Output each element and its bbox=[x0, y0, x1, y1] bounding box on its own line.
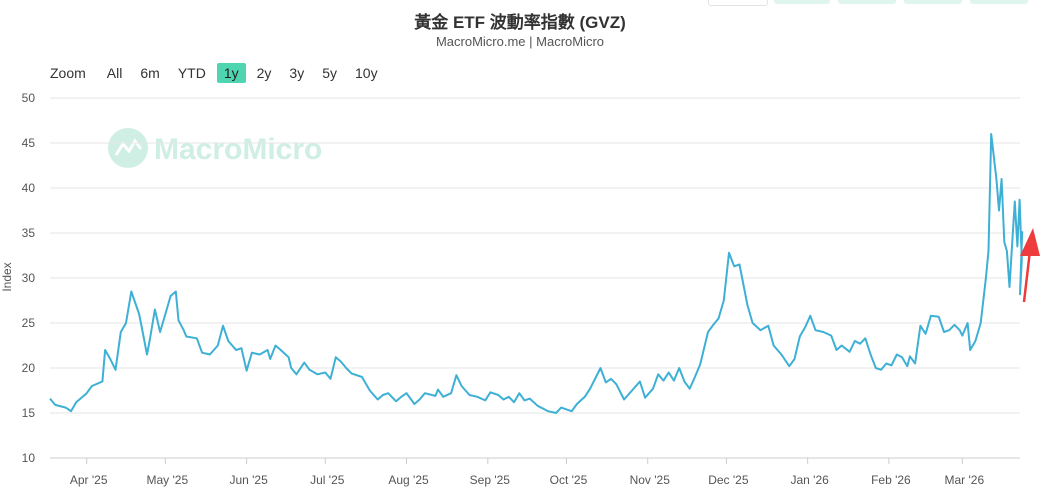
watermark-logo-glyph bbox=[114, 138, 143, 156]
range-button-2y[interactable]: 2y bbox=[256, 65, 272, 81]
chart-subtitle: MacroMicro.me | MacroMicro bbox=[435, 34, 605, 49]
y-tick-label: 10 bbox=[22, 451, 36, 465]
range-button-5y[interactable]: 5y bbox=[322, 65, 337, 81]
series-line bbox=[49, 133, 1024, 414]
x-tick-label: Mar '26 bbox=[945, 473, 985, 487]
y-tick-label: 30 bbox=[22, 271, 36, 285]
toolbar-stub-1 bbox=[708, 0, 768, 6]
toolbar-stub-5 bbox=[970, 0, 1028, 4]
range-button-all[interactable]: All bbox=[106, 65, 123, 81]
range-button-ytd[interactable]: YTD bbox=[177, 65, 206, 81]
x-tick-label: Nov '25 bbox=[630, 473, 671, 487]
range-button-3y[interactable]: 3y bbox=[289, 65, 305, 81]
y-tick-label: 40 bbox=[22, 181, 36, 195]
watermark: MacroMicro bbox=[108, 128, 322, 168]
y-tick-label: 45 bbox=[22, 136, 36, 150]
x-tick-label: Jun '25 bbox=[229, 473, 268, 487]
y-tick-label: 20 bbox=[22, 361, 36, 375]
x-tick-label: Feb '26 bbox=[871, 473, 911, 487]
range-button-6m[interactable]: 6m bbox=[140, 65, 160, 81]
x-tick-label: Apr '25 bbox=[70, 473, 108, 487]
x-tick-label: May '25 bbox=[147, 473, 189, 487]
watermark-text: MacroMicro bbox=[154, 133, 322, 166]
range-button-10y[interactable]: 10y bbox=[355, 65, 378, 81]
y-tick-label: 15 bbox=[22, 406, 36, 420]
toolbar-stub-3 bbox=[838, 0, 896, 4]
chart-title: 黃金 ETF 波動率指數 (GVZ) bbox=[414, 13, 626, 32]
toolbar-stub-4 bbox=[904, 0, 962, 4]
toolbar-stub-2 bbox=[774, 0, 830, 4]
range-button-1y[interactable]: 1y bbox=[216, 63, 246, 83]
x-tick-label: Oct '25 bbox=[550, 473, 588, 487]
range-selector: Zoom All 6m YTD 1y 2y 3y 5y 10y bbox=[50, 62, 389, 84]
x-tick-label: Jul '25 bbox=[310, 473, 345, 487]
watermark-logo-icon bbox=[108, 128, 148, 168]
x-tick-label: Aug '25 bbox=[388, 473, 429, 487]
y-axis-title: Index bbox=[0, 262, 14, 291]
y-tick-label: 50 bbox=[22, 91, 36, 105]
x-tick-label: Jan '26 bbox=[790, 473, 829, 487]
y-tick-label: 25 bbox=[22, 316, 36, 330]
up-arrow-icon bbox=[1020, 228, 1040, 303]
x-tick-label: Sep '25 bbox=[470, 473, 511, 487]
x-tick-label: Dec '25 bbox=[708, 473, 749, 487]
zoom-label: Zoom bbox=[50, 65, 86, 81]
y-tick-label: 35 bbox=[22, 226, 36, 240]
